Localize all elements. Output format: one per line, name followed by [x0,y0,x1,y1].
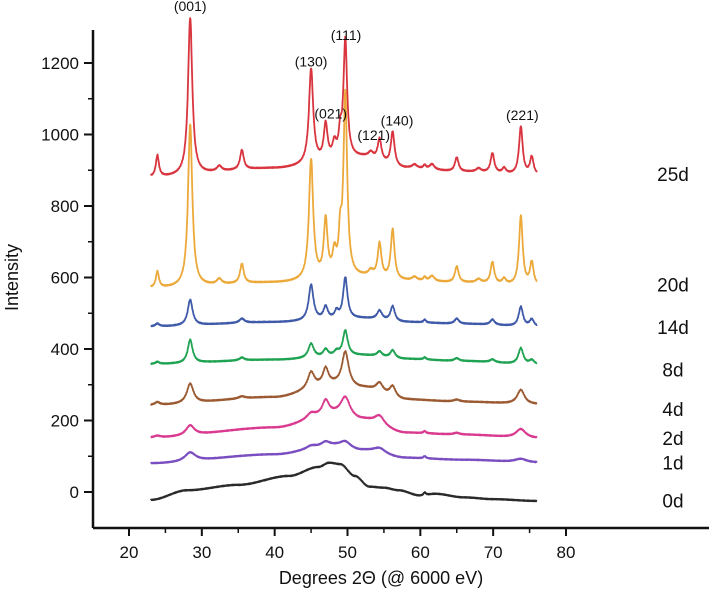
series-label: 4d [662,400,683,421]
y-tick-label: 0 [70,483,79,502]
x-tick-label: 80 [557,543,576,562]
x-tick-label: 50 [338,543,357,562]
series-line-25d [149,17,538,176]
series-line-20d [149,88,538,288]
peak-annotation: (140) [381,113,414,129]
series-layer [149,17,538,503]
y-axis-title: Intensity [2,244,22,311]
y-tick-label: 1200 [41,54,79,73]
series-label: 14d [657,318,689,339]
series-label: 0d [662,492,683,513]
series-label: 8d [662,361,683,382]
series-label: 1d [662,454,683,475]
series-line-2d [150,395,538,439]
peak-annotation: (130) [295,54,328,70]
x-tick-label: 70 [484,543,503,562]
x-tick-label: 40 [265,543,284,562]
series-line-4d [150,350,538,406]
series-label: 2d [662,429,683,450]
y-tick-label: 400 [51,340,79,359]
annotation-layer: (001) (130)(111) (021) (121)(140) (221) [174,0,539,143]
series-label: 20d [657,276,689,297]
y-tick-label: 600 [51,269,79,288]
x-tick-label: 20 [120,543,139,562]
peak-annotation: (021) [314,105,347,121]
peak-annotation: (221) [506,107,539,123]
series-line-1d [150,439,538,465]
peak-annotation: (001) [174,0,207,14]
series-label: 25d [657,165,689,186]
series-line-8d [150,329,538,365]
x-axis-title: Degrees 2Θ (@ 6000 eV) [279,568,483,588]
series-label-layer: 25d 20d 14d 8d 4d 2d 1d 0d [657,165,689,513]
x-tick-label: 30 [192,543,211,562]
peak-annotation: (111) [331,27,362,43]
series-line-14d [150,276,538,328]
peak-annotation: (121) [357,127,390,143]
y-tick-label: 800 [51,197,79,216]
y-tick-label: 200 [51,412,79,431]
series-line-0d [149,461,538,503]
x-tick-label: 60 [411,543,430,562]
y-tick-label: 1000 [41,126,79,145]
